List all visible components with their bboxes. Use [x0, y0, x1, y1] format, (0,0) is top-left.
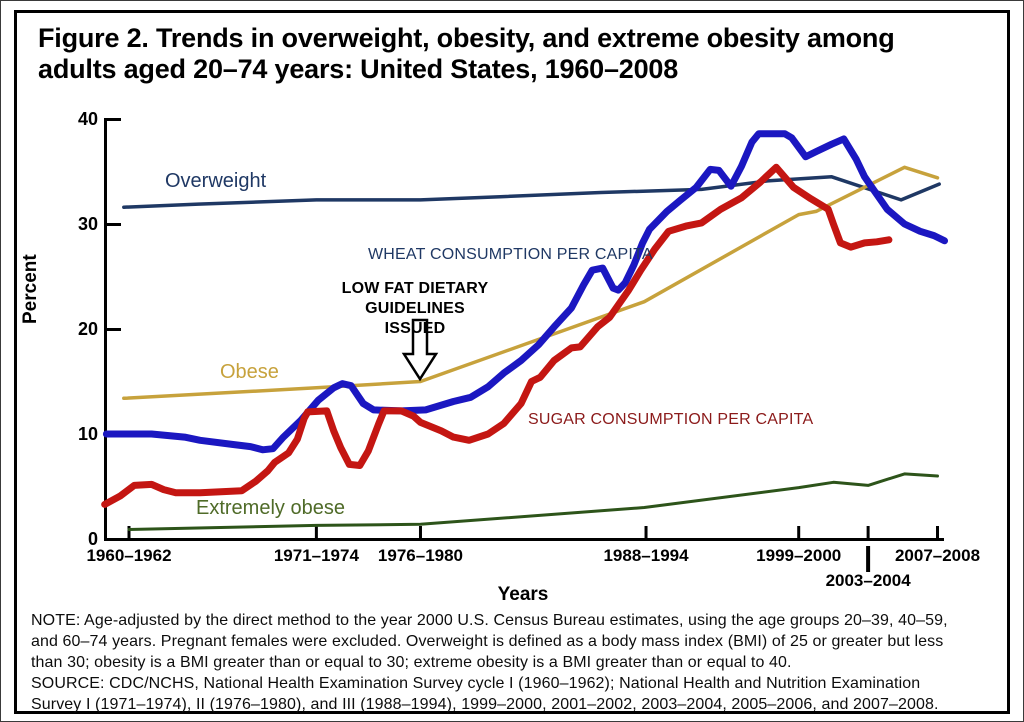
- x-tick-label: 2003–2004: [825, 571, 911, 590]
- x-tick-label: 1976–1980: [377, 546, 464, 565]
- sugar-consumption-annotation: SUGAR CONSUMPTION PER CAPITA: [528, 411, 814, 428]
- figure-frame: [14, 10, 1010, 714]
- overweight-line: [122, 175, 941, 209]
- y-tick-label: 30: [77, 214, 98, 234]
- y-tick-label: 10: [77, 424, 98, 444]
- x-tick-label: 2007–2008: [894, 546, 981, 565]
- low-fat-guidelines-annotation: LOW FAT DIETARY GUIDELINES ISSUED: [339, 279, 491, 339]
- note-text-line: than 30; obesity is a BMI greater than o…: [31, 654, 792, 671]
- y-axis-title: Percent: [20, 254, 42, 324]
- extremely-obese-line: [127, 472, 939, 531]
- sugar-consumption-per-capita-line: [101, 163, 893, 508]
- figure-notes: NOTE: Age-adjusted by the direct method …: [31, 610, 1006, 715]
- extremely-obese-line-label: Extremely obese: [196, 497, 345, 519]
- wheat-consumption-annotation: WHEAT CONSUMPTION PER CAPITA: [368, 246, 653, 263]
- figure-title-line2: adults aged 20–74 years: United States, …: [38, 54, 679, 84]
- x-tick-label: 1988–1994: [603, 546, 689, 565]
- source-text-line: SOURCE: CDC/NCHS, National Health Examin…: [31, 675, 921, 692]
- down-arrow-icon: [401, 318, 439, 382]
- note-text-line: and 60–74 years. Pregnant females were e…: [31, 633, 944, 650]
- x-tick-label: 1960–1962: [86, 546, 172, 565]
- y-tick-label: 0: [87, 529, 98, 549]
- y-tick-label: 40: [77, 109, 98, 129]
- low-fat-guidelines-line2: GUIDELINES ISSUED: [365, 300, 465, 337]
- y-tick-label: 20: [77, 319, 98, 339]
- figure-title: Figure 2. Trends in overweight, obesity,…: [38, 23, 988, 85]
- x-axis-title: Years: [497, 584, 549, 605]
- x-tick-label: 1971–1974: [273, 546, 359, 565]
- figure-title-line1: Figure 2. Trends in overweight, obesity,…: [38, 23, 895, 53]
- source-text-line: Survey I (1971–1974), II (1976–1980), an…: [31, 696, 939, 713]
- x-tick-label: 1999–2000: [756, 546, 842, 565]
- overweight-line-label: Overweight: [165, 170, 267, 192]
- low-fat-guidelines-line1: LOW FAT DIETARY: [341, 280, 489, 297]
- obese-line-label: Obese: [220, 361, 279, 383]
- note-text-line: NOTE: Age-adjusted by the direct method …: [31, 612, 948, 629]
